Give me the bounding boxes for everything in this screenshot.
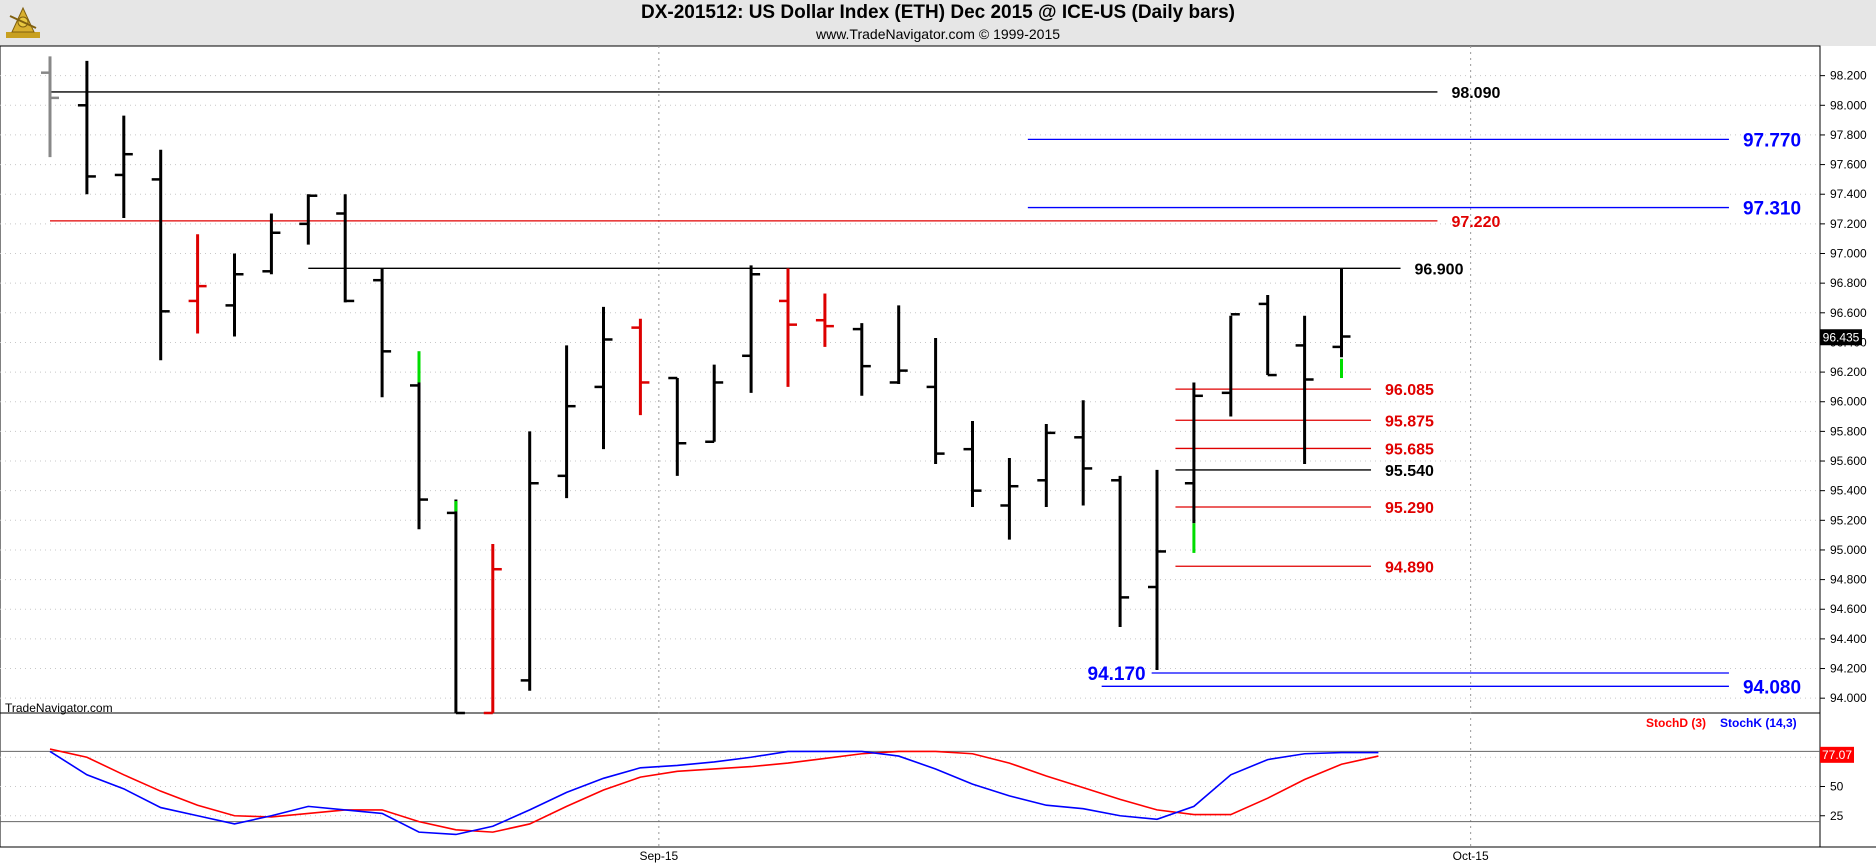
trade-navigator-logo-icon: [6, 6, 40, 38]
y-tick-label: 95.600: [1830, 454, 1867, 468]
y-tick-label: 94.600: [1830, 602, 1867, 616]
ohlc-bar: [594, 306, 613, 450]
y-tick-label: 97.800: [1830, 128, 1867, 142]
price-axis: 94.000 94.200 94.400 94.600 94.800 95.000 95.2…: [639, 69, 1867, 863]
watermark: TradeNavigator.com: [5, 701, 113, 715]
level-label: 97.310: [1743, 199, 1801, 220]
y-tick-label: 94.000: [1830, 691, 1867, 705]
ohlc-bar: [742, 265, 761, 393]
y-tick-label: 95.800: [1830, 424, 1867, 438]
level-label: 95.685: [1385, 441, 1434, 458]
y-tick-label: 94.200: [1830, 662, 1867, 676]
level-label: 97.770: [1743, 130, 1801, 151]
ohlc-bar: [114, 115, 133, 218]
ohlc-bar: [1111, 475, 1130, 628]
ohlc-bar: [926, 337, 945, 464]
level-label: 98.090: [1451, 85, 1500, 102]
stoch-line: [49, 748, 1379, 833]
level-label: 95.290: [1385, 500, 1434, 517]
chart-subtitle: www.TradeNavigator.com © 1999-2015: [815, 26, 1061, 42]
ohlc-bar: [631, 318, 650, 416]
ohlc-bar: [1000, 458, 1019, 540]
ohlc-bar: [1258, 295, 1277, 377]
stoch-line: [49, 750, 1379, 836]
y-tick-label: 95.400: [1830, 484, 1867, 498]
y-tick-label: 96.000: [1830, 395, 1867, 409]
y-tick-label: 96.800: [1830, 276, 1867, 290]
y-tick-label: 97.600: [1830, 158, 1867, 172]
y-tick-label: 96.600: [1830, 306, 1867, 320]
ohlc-bar: [1184, 382, 1203, 524]
ohlc-bar: [188, 234, 207, 334]
legend-stochk: StochK (14,3): [1720, 716, 1797, 730]
ohlc-bar: [336, 194, 355, 303]
ohlc-bar: [41, 56, 59, 158]
ohlc-bar: [815, 293, 834, 347]
level-lines: 98.090 97.770 97.310 97.220 96.900 96.085 95.8…: [50, 85, 1801, 698]
y-tick-label: 94.800: [1830, 573, 1867, 587]
ohlc-bar: [1148, 469, 1166, 671]
ohlc-bar: [779, 268, 797, 387]
ohlc-bar: [151, 149, 170, 361]
level-label: 96.900: [1415, 261, 1464, 278]
ohlc-bar: [520, 431, 539, 691]
ohlc-bar: [852, 323, 871, 396]
ohlc-bar: [1221, 313, 1240, 417]
x-tick-label: Oct-15: [1453, 849, 1489, 863]
ohlc-bar: [446, 499, 465, 715]
ohlc-bar: [1074, 400, 1093, 506]
stoch-last-label: 77.07: [1822, 748, 1852, 762]
last-price-tag: [1820, 329, 1862, 346]
y-tick-label: 97.400: [1830, 187, 1867, 201]
level-label: 95.540: [1385, 463, 1434, 480]
level-label: 94.170: [1088, 664, 1146, 685]
ohlc-bar: [1037, 423, 1056, 507]
price-bars: [41, 56, 1351, 715]
stochastic-panel: 255075StochD (3)StochK (14,3)77.07: [0, 716, 1854, 836]
y-tick-label: 98.200: [1830, 69, 1867, 83]
ohlc-bar: [373, 268, 392, 398]
level-label: 97.220: [1451, 214, 1500, 231]
ohlc-bar: [262, 213, 281, 275]
ohlc-bar: [225, 253, 244, 337]
x-tick-label: Sep-15: [639, 849, 678, 863]
ohlc-bar: [483, 544, 502, 715]
ohlc-bar: [963, 421, 982, 507]
level-label: 95.875: [1385, 413, 1434, 430]
grid: [0, 45, 1876, 848]
stoch-tick-label: 25: [1830, 809, 1844, 823]
y-tick-label: 94.400: [1830, 632, 1867, 646]
y-tick-label: 98.000: [1830, 98, 1867, 112]
price-panel-border: [0, 45, 1821, 714]
level-label: 96.085: [1385, 382, 1434, 399]
level-label: 94.080: [1743, 677, 1801, 698]
ohlc-bar: [299, 194, 318, 245]
y-tick-label: 95.200: [1830, 513, 1867, 527]
y-tick-label: 97.200: [1830, 217, 1867, 231]
y-tick-label: 95.000: [1830, 543, 1867, 557]
ohlc-bar: [1295, 315, 1314, 464]
chart-title: DX-201512: US Dollar Index (ETH) Dec 201…: [640, 2, 1235, 23]
legend-stochd: StochD (3): [1646, 716, 1706, 730]
level-label: 94.890: [1385, 559, 1434, 576]
ohlc-bar: [77, 60, 96, 195]
title-bar: [0, 0, 1876, 46]
y-tick-label: 97.000: [1830, 247, 1867, 261]
stoch-panel-border: [0, 712, 1821, 848]
ohlc-bar: [889, 305, 908, 384]
stoch-tick-label: 50: [1830, 780, 1844, 794]
ohlc-bar: [1332, 268, 1351, 358]
ohlc-bar: [557, 345, 576, 499]
ohlc-bar: [668, 376, 687, 476]
last-price-label: 96.435: [1823, 330, 1860, 344]
stoch-last-tag: [1820, 746, 1854, 763]
y-tick-label: 96.200: [1830, 365, 1867, 379]
ohlc-bar: [705, 364, 724, 444]
